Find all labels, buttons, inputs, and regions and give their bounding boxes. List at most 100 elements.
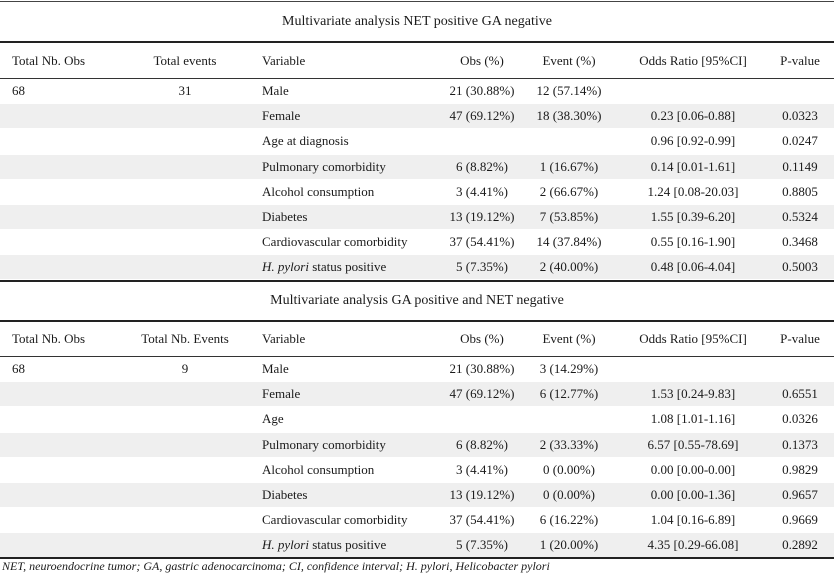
variable-cell: Male — [262, 361, 289, 376]
variable-cell: Cardiovascular comorbidity — [262, 234, 408, 250]
total-obs-value: 68 — [12, 83, 25, 98]
odds-ratio-cell: 4.35 [0.29-66.08] — [647, 537, 739, 553]
table-footnote: NET, neuroendocrine tumor; GA, gastric a… — [2, 559, 550, 573]
header-obs: Obs (%) — [460, 53, 504, 68]
odds-ratio-cell: 0.00 [0.00-1.36] — [650, 487, 736, 502]
variable-text: status positive — [308, 259, 387, 275]
p-value-cell: 0.9657 — [782, 487, 818, 502]
header-variable: Variable — [262, 53, 306, 68]
p-value-cell: 0.1149 — [782, 158, 818, 174]
variable-cell: Cardiovascular comorbidity — [262, 512, 408, 528]
event-cell: 7 (53.85%) — [539, 209, 599, 224]
total-obs-value: 68 — [12, 361, 25, 376]
obs-cell: 13 (19.12%) — [449, 487, 515, 502]
odds-ratio-cell: 6.57 [0.55-78.69] — [647, 436, 739, 452]
obs-cell: 3 (4.41%) — [456, 183, 508, 199]
event-cell: 18 (38.30%) — [536, 108, 602, 124]
section-2-rule-mid — [0, 356, 834, 357]
table-row: Female 47 (69.12%) 6 (12.77%) 1.53 [0.24-9.… — [0, 382, 834, 407]
variable-italic-text: H. pylori — [262, 259, 309, 275]
event-cell: 3 (14.29%) — [539, 361, 599, 376]
variable-italic-text: H. pylori — [262, 537, 309, 553]
odds-ratio-cell: 0.14 [0.01-1.61] — [650, 158, 736, 174]
variable-cell: Diabetes — [262, 487, 308, 502]
table-row: H. pylori status positive 5 (7.35%) 1 (20.… — [0, 533, 834, 558]
variable-cell: H. pylori status positive — [262, 533, 386, 557]
section-1-title: Multivariate analysis NET positive GA ne… — [282, 14, 552, 29]
obs-cell: 3 (4.41%) — [456, 461, 508, 477]
section-2-rule-bottom — [0, 557, 834, 559]
obs-cell: 5 (7.35%) — [456, 259, 508, 275]
table-row: 68 9 Male 21 (30.88%) 3 (14.29%) — [0, 357, 834, 381]
header-obs: Obs (%) — [460, 331, 504, 346]
obs-cell: 37 (54.41%) — [449, 512, 515, 528]
variable-cell: Female — [262, 386, 301, 402]
p-value-cell: 0.5324 — [782, 209, 818, 224]
p-value-cell: 0.0326 — [782, 411, 818, 427]
table-row: Diabetes 13 (19.12%) 0 (0.00%) 0.00 [0.00-1… — [0, 483, 834, 507]
table-row: Cardiovascular comorbidity 37 (54.41%) 6 (… — [0, 508, 834, 532]
p-value-cell: 0.8805 — [782, 183, 818, 199]
header-total-events: Total events — [153, 53, 217, 68]
odds-ratio-cell: 0.48 [0.06-4.04] — [650, 259, 736, 275]
odds-ratio-cell: 1.24 [0.08-20.03] — [647, 183, 739, 199]
obs-cell: 47 (69.12%) — [449, 108, 515, 124]
table-row: Age at diagnosis 0.96 [0.92-0.99] 0.0247 — [0, 129, 834, 153]
header-odds-ratio: Odds Ratio [95%CI] — [639, 53, 747, 68]
event-cell: 14 (37.84%) — [536, 234, 602, 250]
p-value-cell: 0.9669 — [782, 512, 818, 528]
variable-cell: Female — [262, 108, 301, 124]
odds-ratio-cell: 1.55 [0.39-6.20] — [650, 209, 736, 224]
section-1-rule-mid — [0, 78, 834, 79]
p-value-cell: 0.0247 — [782, 133, 818, 149]
odds-ratio-cell: 1.53 [0.24-9.83] — [650, 386, 736, 402]
event-cell: 2 (33.33%) — [539, 436, 599, 452]
header-odds-ratio: Odds Ratio [95%CI] — [639, 331, 747, 346]
obs-cell: 37 (54.41%) — [449, 234, 515, 250]
obs-cell: 6 (8.82%) — [456, 436, 508, 452]
event-cell: 6 (12.77%) — [539, 386, 599, 402]
section-2-title: Multivariate analysis GA positive and NE… — [270, 293, 564, 308]
variable-cell: Age at diagnosis — [262, 133, 349, 149]
header-event: Event (%) — [542, 331, 596, 346]
odds-ratio-cell: 1.08 [1.01-1.16] — [650, 411, 736, 427]
event-cell: 6 (16.22%) — [539, 512, 599, 528]
event-cell: 1 (16.67%) — [539, 158, 599, 174]
event-cell: 2 (66.67%) — [539, 183, 599, 199]
header-variable: Variable — [262, 331, 306, 346]
odds-ratio-cell: 0.96 [0.92-0.99] — [650, 133, 736, 149]
variable-cell: Pulmonary comorbidity — [262, 158, 386, 174]
section-1-rule-bottom — [0, 280, 834, 282]
table-row: Pulmonary comorbidity 6 (8.82%) 1 (16.67%)… — [0, 154, 834, 179]
p-value-cell: 0.6551 — [782, 386, 818, 402]
p-value-cell: 0.5003 — [782, 259, 818, 275]
p-value-cell: 0.0323 — [782, 108, 818, 124]
p-value-cell: 0.9829 — [782, 461, 818, 477]
header-event: Event (%) — [542, 53, 596, 68]
header-p-value: P-value — [780, 331, 820, 346]
obs-cell: 6 (8.82%) — [456, 158, 508, 174]
table-row: Cardiovascular comorbidity 37 (54.41%) 14 … — [0, 230, 834, 254]
top-rule — [0, 1, 834, 2]
table-row: Diabetes 13 (19.12%) 7 (53.85%) 1.55 [0.39-… — [0, 205, 834, 229]
table-row: H. pylori status positive 5 (7.35%) 2 (40.… — [0, 255, 834, 280]
table-row: 68 31 Male 21 (30.88%) 12 (57.14%) — [0, 79, 834, 103]
p-value-cell: 0.3468 — [782, 234, 818, 250]
table-row: Alcohol consumption 3 (4.41%) 2 (66.67%) 1.… — [0, 180, 834, 204]
variable-cell: H. pylori status positive — [262, 255, 386, 279]
odds-ratio-cell: 0.00 [0.00-0.00] — [650, 461, 736, 477]
header-total-obs: Total Nb. Obs — [12, 331, 86, 346]
event-cell: 2 (40.00%) — [539, 259, 599, 275]
header-total-events: Total Nb. Events — [141, 331, 229, 346]
obs-cell: 21 (30.88%) — [449, 361, 515, 376]
odds-ratio-cell: 0.23 [0.06-0.88] — [650, 108, 736, 124]
section-1-header-row: Total Nb. Obs Total events Variable Obs … — [0, 47, 834, 75]
odds-ratio-cell: 1.04 [0.16-6.89] — [650, 512, 736, 528]
obs-cell: 5 (7.35%) — [456, 537, 508, 553]
obs-cell: 13 (19.12%) — [449, 209, 515, 224]
odds-ratio-cell: 0.55 [0.16-1.90] — [650, 234, 736, 250]
obs-cell: 47 (69.12%) — [449, 386, 515, 402]
variable-cell: Pulmonary comorbidity — [262, 436, 386, 452]
section-2-header-row: Total Nb. Obs Total Nb. Events Variable … — [0, 325, 834, 353]
event-cell: 12 (57.14%) — [536, 83, 602, 98]
